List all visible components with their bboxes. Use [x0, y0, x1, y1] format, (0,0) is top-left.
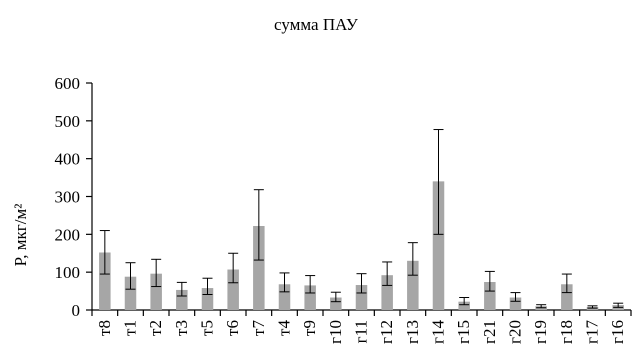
x-tick-label: т9 — [300, 320, 319, 336]
x-tick-label: т4 — [275, 320, 294, 336]
y-tick-label: 200 — [55, 225, 81, 244]
y-axis-label: P, мкг/м² — [11, 204, 30, 267]
error-bar-г20 — [510, 292, 521, 302]
error-bar-г16 — [613, 302, 624, 308]
y-tick-label: 0 — [72, 301, 81, 320]
x-tick-label: г12 — [377, 320, 396, 344]
bar-г21 — [484, 282, 496, 310]
bar-г15 — [458, 301, 470, 310]
error-bar-т2 — [151, 258, 162, 288]
error-bar-т4 — [279, 272, 290, 293]
error-bar-т7 — [253, 189, 264, 261]
x-ticks: т8 т1 т2 т3 т5 т6 т7 т4 т9 г10 г11 г12 г13 г14 г15 г21 г… — [91, 310, 632, 344]
x-tick-label: г14 — [429, 320, 448, 344]
x-tick-label: г10 — [326, 320, 345, 344]
error-bar-г13 — [407, 242, 418, 276]
bar-т6 — [227, 269, 239, 310]
x-tick-label: т8 — [95, 320, 114, 336]
error-bar-т5 — [202, 277, 213, 295]
x-tick-label: т7 — [249, 320, 268, 336]
error-bar-т3 — [176, 281, 187, 297]
bar-т3 — [176, 289, 188, 310]
chart-title: сумма ПАУ — [274, 15, 359, 34]
x-tick-label: г17 — [583, 320, 602, 344]
y-tick-label: 100 — [55, 263, 81, 282]
x-tick-label: г20 — [506, 320, 525, 344]
x-tick-label: г13 — [403, 320, 422, 344]
bar-г14 — [432, 181, 445, 310]
bar-г13 — [407, 260, 419, 310]
error-bar-г18 — [561, 273, 572, 294]
bar-г12 — [381, 275, 393, 310]
x-tick-label: т5 — [198, 320, 217, 336]
error-bar-т8 — [99, 230, 110, 275]
bar-т1 — [124, 276, 137, 310]
x-tick-label: г16 — [608, 320, 627, 344]
error-bar-т9 — [305, 275, 316, 294]
bar-г11 — [355, 285, 368, 310]
bar-г18 — [561, 284, 573, 310]
bar-г20 — [509, 297, 522, 310]
bar-г10 — [330, 297, 342, 310]
bar-т5 — [201, 288, 214, 310]
x-tick-label: г19 — [531, 320, 550, 344]
error-bar-т1 — [125, 262, 136, 290]
bars — [99, 181, 624, 310]
error-bar-г14 — [433, 129, 444, 235]
y-tick-label: 500 — [55, 112, 81, 131]
x-tick-label: г11 — [352, 320, 371, 343]
y-tick-label: 300 — [55, 188, 81, 207]
error-bar-г11 — [356, 273, 367, 294]
error-bar-г17 — [587, 305, 598, 309]
bar-т9 — [304, 285, 316, 310]
bar-т7 — [253, 226, 265, 310]
x-tick-label: т2 — [146, 320, 165, 336]
x-tick-label: г18 — [557, 320, 576, 344]
x-tick-label: т6 — [223, 320, 242, 336]
error-bar-т6 — [228, 252, 239, 284]
error-bar-г15 — [459, 297, 470, 306]
x-tick-label: т3 — [172, 320, 191, 336]
x-tick-label: т1 — [121, 320, 140, 336]
y-tick-label: 400 — [55, 150, 81, 169]
bar-т2 — [150, 273, 162, 310]
bar-т4 — [278, 284, 291, 310]
x-tick-label: г21 — [480, 320, 499, 344]
bar-т8 — [99, 252, 111, 310]
x-tick-label: г15 — [454, 320, 473, 344]
error-bars — [99, 129, 624, 309]
y-ticks: 0 100 200 300 400 500 600 — [55, 74, 92, 320]
error-bar-г19 — [536, 304, 547, 309]
error-bar-г21 — [484, 270, 495, 292]
y-axis-label-group: P, мкг/м² — [11, 204, 30, 267]
error-bar-г10 — [330, 291, 341, 303]
error-bar-г12 — [382, 261, 393, 286]
y-tick-label: 600 — [55, 74, 81, 93]
